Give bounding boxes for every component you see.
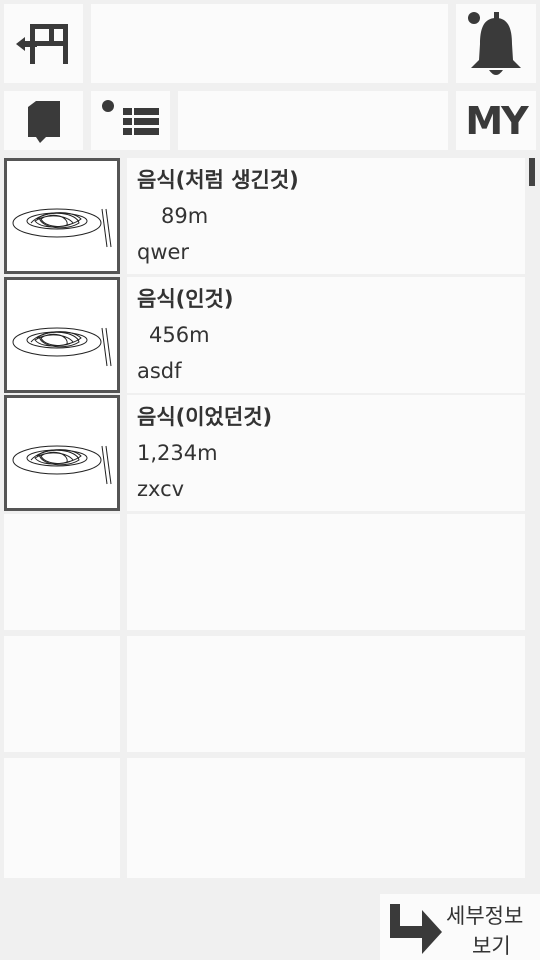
item-user: asdf — [137, 359, 182, 383]
item-name: 음식(인것) — [137, 287, 234, 311]
filter-bar[interactable] — [178, 91, 448, 150]
list-icon — [101, 99, 159, 135]
food-thumbnail — [4, 395, 120, 511]
exit-icon — [15, 23, 68, 64]
list-view-button[interactable] — [91, 91, 170, 150]
item-name: 음식(이었던것) — [137, 405, 273, 429]
empty-info — [127, 636, 525, 752]
turn-arrow-icon — [390, 904, 442, 954]
details-label-line1: 세부정보 — [446, 904, 524, 928]
notification-button[interactable] — [456, 4, 536, 83]
my-page-button[interactable]: MY — [456, 91, 536, 150]
food-thumbnail — [4, 158, 120, 274]
item-distance: 89m — [161, 204, 209, 228]
search-bar[interactable] — [91, 4, 448, 83]
bell-icon — [468, 11, 521, 75]
empty-thumbnail — [4, 514, 120, 630]
scrollbar[interactable] — [529, 158, 535, 186]
item-user: qwer — [137, 240, 190, 264]
my-label: MY — [465, 98, 528, 143]
item-distance: 1,234m — [137, 441, 218, 465]
item-user: zxcv — [137, 477, 185, 501]
food-thumbnail — [4, 277, 120, 393]
item-distance: 456m — [149, 323, 210, 347]
exit-button[interactable] — [4, 4, 83, 83]
empty-thumbnail — [4, 636, 120, 752]
empty-info — [127, 758, 525, 878]
item-name: 음식(처럼 생긴것) — [137, 168, 299, 192]
bookmark-button[interactable] — [4, 91, 83, 150]
tag-icon — [27, 100, 60, 143]
view-details-button[interactable]: 세부정보 보기 — [380, 894, 540, 960]
empty-thumbnail — [4, 758, 120, 878]
food-plate-icon — [12, 327, 112, 367]
details-label-line2: 보기 — [472, 934, 511, 958]
food-plate-icon — [12, 208, 112, 248]
food-plate-icon — [12, 445, 112, 485]
empty-info — [127, 514, 525, 630]
